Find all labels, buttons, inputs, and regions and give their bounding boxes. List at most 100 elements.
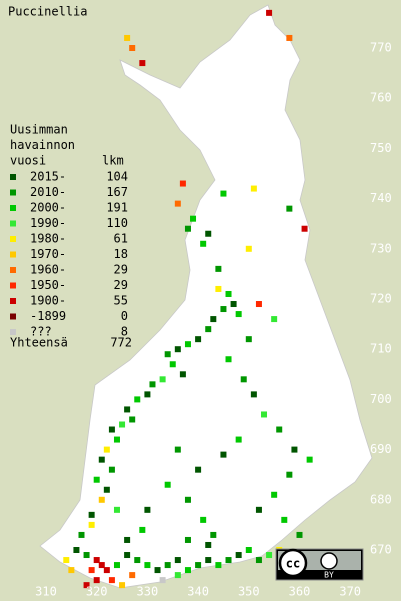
grid-square [225, 557, 232, 564]
legend-count: 110 [106, 216, 128, 230]
legend-label: 1980- [30, 232, 66, 246]
grid-square [200, 516, 207, 523]
grid-square [164, 351, 171, 358]
grid-square [240, 376, 247, 383]
grid-square [235, 552, 242, 559]
y-tick-label: 730 [370, 241, 392, 255]
grid-square [98, 496, 105, 503]
grid-square [88, 511, 95, 518]
grid-square [271, 491, 278, 498]
grid-square [154, 567, 161, 574]
grid-square [210, 316, 217, 323]
grid-square [98, 456, 105, 463]
grid-square [215, 285, 222, 292]
grid-square [179, 180, 186, 187]
grid-square [93, 476, 100, 483]
grid-square [215, 265, 222, 272]
y-tick-label: 710 [370, 342, 392, 356]
legend-count: 191 [106, 201, 128, 215]
grid-square [195, 336, 202, 343]
grid-square [210, 531, 217, 538]
grid-square [255, 557, 262, 564]
legend-count-heading: lkm [102, 154, 124, 168]
grid-square [220, 306, 227, 313]
legend-label: 1960- [30, 263, 66, 277]
grid-square [276, 426, 283, 433]
legend-swatch [10, 205, 16, 211]
legend-count: 0 [121, 309, 128, 323]
grid-square [134, 557, 141, 564]
legend-swatch [10, 282, 16, 289]
legend-swatch [10, 236, 16, 242]
grid-square [286, 34, 293, 41]
y-tick-label: 680 [370, 492, 392, 506]
grid-square [93, 557, 100, 564]
legend-count: 29 [114, 263, 128, 277]
legend-label: ??? [30, 325, 52, 339]
grid-square [113, 436, 120, 443]
grid-square [205, 541, 212, 548]
license-text: BY [324, 571, 334, 580]
grid-square [108, 466, 115, 473]
legend-swatch [10, 298, 16, 304]
grid-square [296, 531, 303, 538]
grid-square [113, 562, 120, 569]
grid-square [261, 411, 268, 418]
grid-square [190, 215, 197, 222]
grid-square [174, 200, 181, 207]
legend-count: 167 [106, 185, 128, 199]
grid-square [250, 391, 257, 398]
grid-square [83, 552, 90, 559]
grid-square [119, 421, 126, 428]
legend-swatch [10, 189, 16, 196]
grid-square [144, 562, 151, 569]
grid-square [184, 567, 191, 574]
grid-square [255, 301, 262, 308]
legend-count: 104 [106, 170, 128, 184]
grid-square [144, 506, 151, 513]
legend-heading: vuosi [10, 154, 46, 168]
x-tick-label: 350 [238, 585, 260, 599]
grid-square [266, 9, 273, 16]
grid-square [103, 486, 110, 493]
grid-square [113, 506, 120, 513]
grid-square [83, 582, 90, 589]
grid-square [174, 346, 181, 353]
grid-square [108, 577, 115, 584]
grid-square [184, 536, 191, 543]
grid-square [174, 572, 181, 579]
grid-square [235, 436, 242, 443]
cc-icon-text: cc [286, 557, 300, 571]
x-tick-label: 340 [187, 585, 209, 599]
legend-label: 1990- [30, 216, 66, 230]
legend-label: 2010- [30, 185, 66, 199]
legend-swatch [10, 329, 16, 335]
grid-square [103, 567, 110, 574]
legend-label: 1900- [30, 294, 66, 308]
legend-swatch [10, 251, 16, 258]
grid-square [88, 567, 95, 574]
y-tick-label: 690 [370, 442, 392, 456]
grid-square [124, 34, 131, 41]
grid-square [129, 572, 136, 579]
legend-heading: Uusimman [10, 123, 68, 137]
y-tick-label: 760 [370, 91, 392, 105]
grid-square [220, 451, 227, 458]
grid-square [281, 516, 288, 523]
grid-square [184, 341, 191, 348]
grid-square [93, 577, 100, 584]
grid-square [88, 521, 95, 528]
legend-total: 772 [110, 336, 132, 350]
grid-square [159, 577, 166, 584]
y-tick-label: 740 [370, 191, 392, 205]
legend-count: 18 [114, 247, 128, 261]
finland-outline [39, 4, 373, 589]
grid-square [164, 562, 171, 569]
grid-square [174, 557, 181, 564]
legend-label: 2000- [30, 201, 66, 215]
grid-square [169, 361, 176, 368]
grid-square [200, 240, 207, 247]
grid-square [129, 45, 136, 51]
grid-square [179, 371, 186, 378]
